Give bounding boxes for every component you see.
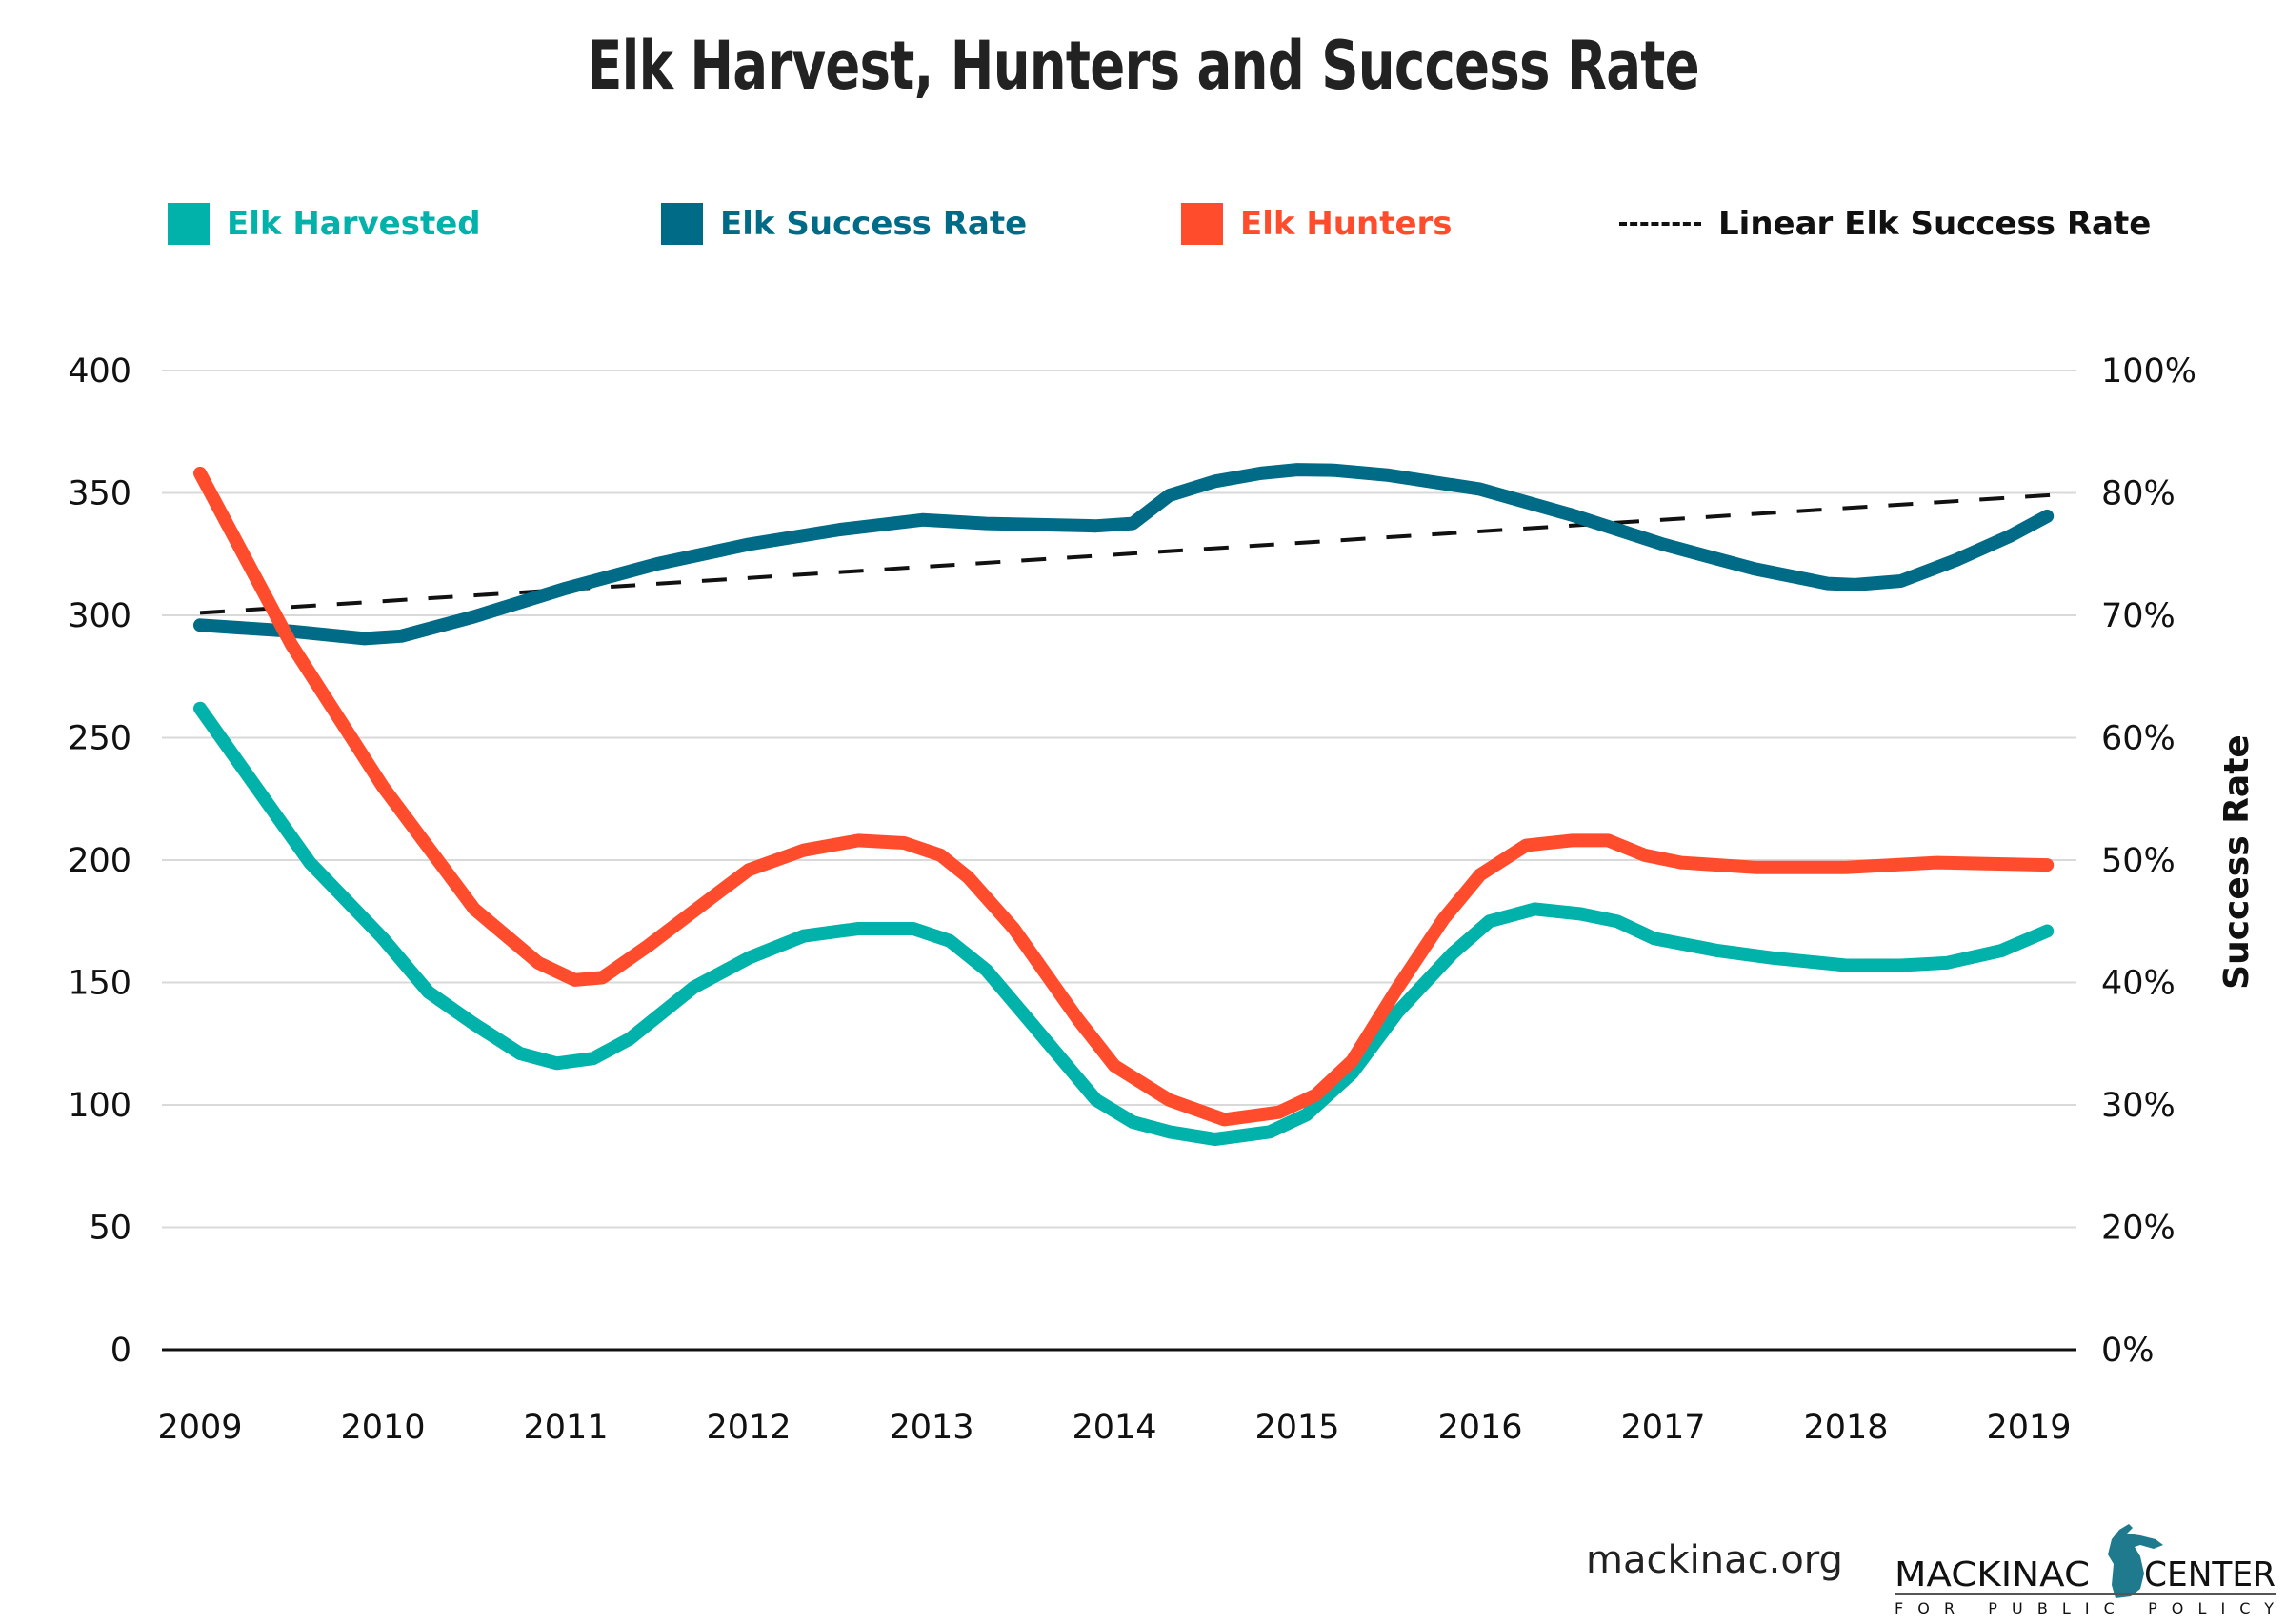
x-tick-label: 2011	[523, 1409, 608, 1447]
left-tick-label: 350	[68, 475, 131, 513]
legend-label-elk-harvested: Elk Harvested	[227, 205, 481, 243]
x-tick-label: 2013	[889, 1409, 973, 1447]
right-tick-label: 60%	[2101, 720, 2176, 758]
right-tick-label: 40%	[2101, 965, 2176, 1003]
logo-text-center: CENTER	[2144, 1555, 2276, 1594]
right-tick-label: 0%	[2101, 1332, 2155, 1370]
x-tick-label: 2018	[1803, 1409, 1888, 1447]
michigan-icon	[2108, 1524, 2163, 1598]
x-tick-label: 2012	[706, 1409, 791, 1447]
right-tick-label: 100%	[2101, 352, 2196, 391]
logo-text-mackinac: MACKINAC	[1895, 1555, 2090, 1594]
left-tick-label: 150	[68, 965, 131, 1003]
x-tick-label: 2014	[1072, 1409, 1156, 1447]
legend-swatch-elk-success-rate	[661, 203, 703, 245]
legend-swatch-elk-hunters	[1181, 203, 1223, 245]
legend-label-elk-hunters: Elk Hunters	[1240, 205, 1453, 243]
left-tick-label: 50	[89, 1210, 131, 1248]
legend-swatch-elk-harvested	[168, 203, 210, 245]
x-tick-label: 2017	[1620, 1409, 1705, 1447]
right-axis-label: Success Rate	[2217, 734, 2256, 990]
left-tick-label: 300	[68, 597, 131, 635]
right-tick-label: 20%	[2101, 1210, 2176, 1248]
chart-title: Elk Harvest, Hunters and Success Rate	[587, 27, 1699, 105]
legend-swatch-linear-trend	[1619, 222, 1701, 226]
legend-label-elk-success-rate: Elk Success Rate	[720, 205, 1028, 243]
x-tick-label: 2019	[1986, 1409, 2071, 1447]
left-tick-label: 100	[68, 1087, 131, 1125]
legend-item-elk-hunters: Elk Hunters	[1181, 200, 1453, 248]
logo-text-sub: FOR PUBLIC POLICY	[1895, 1599, 2274, 1617]
right-tick-label: 80%	[2101, 475, 2176, 513]
right-tick-label: 70%	[2101, 597, 2176, 635]
x-tick-label: 2016	[1437, 1409, 1522, 1447]
legend-label-linear-trend: Linear Elk Success Rate	[1718, 205, 2152, 243]
logo-divider	[1895, 1593, 2276, 1595]
left-tick-label: 200	[68, 842, 131, 880]
left-tick-label: 400	[68, 352, 131, 391]
elk-harvested-line	[193, 701, 2055, 1146]
right-tick-label: 30%	[2101, 1087, 2176, 1125]
right-tick-label: 50%	[2101, 842, 2176, 880]
legend-item-elk-success-rate: Elk Success Rate	[661, 200, 1027, 248]
linear-elk-success-rate-line	[199, 491, 2066, 615]
left-tick-label: 0	[110, 1332, 131, 1370]
x-tick-label: 2015	[1254, 1409, 1339, 1447]
left-tick-label: 250	[68, 720, 131, 758]
x-tick-label: 2010	[340, 1409, 425, 1447]
x-tick-label: 2009	[157, 1409, 242, 1447]
legend-item-linear-trend: Linear Elk Success Rate	[1619, 200, 2151, 248]
legend-item-elk-harvested: Elk Harvested	[168, 200, 481, 248]
mackinac-center-logo: MACKINAC CENTER FOR PUBLIC POLICY	[1895, 1524, 2276, 1617]
footer-url[interactable]: mackinac.org	[1586, 1538, 1843, 1582]
